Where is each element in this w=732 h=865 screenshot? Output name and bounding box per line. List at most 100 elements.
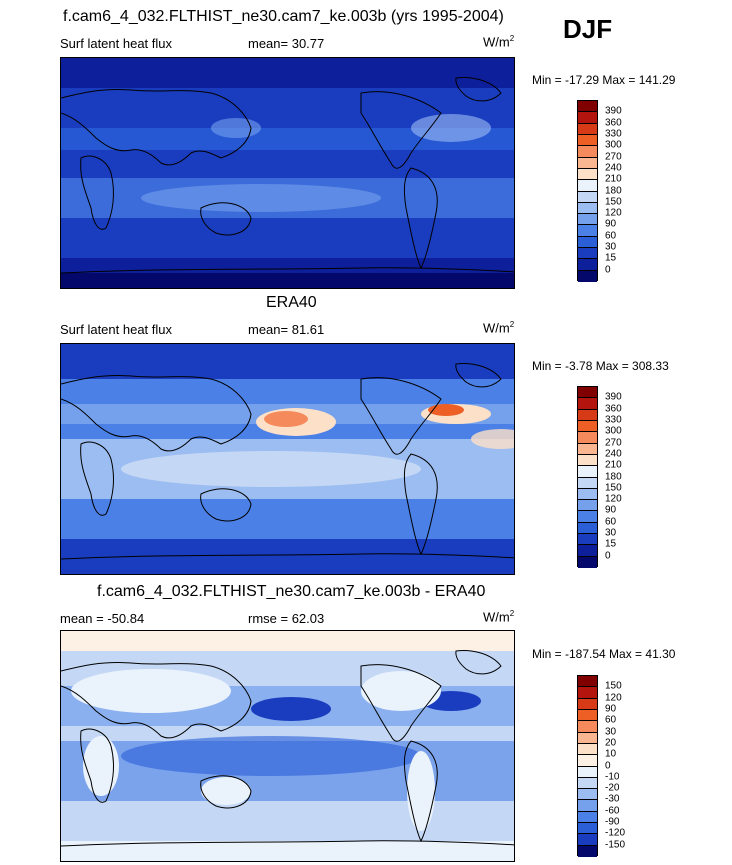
colorbar-tick-label: 270 <box>605 437 622 449</box>
colorbar-swatch <box>578 123 597 135</box>
colorbar-swatch <box>578 811 597 824</box>
colorbar-swatch <box>578 432 597 444</box>
colorbar-swatch <box>578 466 597 478</box>
panel1-minmax: Min = -17.29 Max = 141.29 <box>532 73 676 87</box>
colorbar-tick-label: -60 <box>605 805 620 817</box>
panel1-map <box>60 57 515 289</box>
panel1-variable-label: Surf latent heat flux <box>60 36 173 51</box>
colorbar-tick-label: -10 <box>605 771 620 783</box>
colorbar-tick-label: -150 <box>605 839 626 851</box>
colorbar-swatch <box>578 709 597 722</box>
colorbar-tick-label: 30 <box>605 726 617 738</box>
colorbar-tick-label: 15 <box>605 252 617 264</box>
colorbar-tick-label: 240 <box>605 162 622 174</box>
colorbar-tick-label: 15 <box>605 538 617 550</box>
panel1-units: W/m2 <box>483 34 515 50</box>
colorbar-swatch <box>578 454 597 467</box>
colorbar-tick-label: 390 <box>605 391 622 403</box>
colorbar-tick-label: 60 <box>605 714 617 726</box>
colorbar-swatch <box>578 545 597 557</box>
panel1-colorbar <box>577 100 598 282</box>
colorbar-tick-label: 120 <box>605 207 622 219</box>
colorbar-swatch <box>578 180 597 192</box>
colorbar-tick-label: 360 <box>605 403 622 415</box>
colorbar-swatch <box>578 214 597 226</box>
colorbar-tick-label: 120 <box>605 692 622 704</box>
colorbar-tick-label: 20 <box>605 737 617 749</box>
colorbar-tick-label: 180 <box>605 185 622 196</box>
colorbar-tick-label: 210 <box>605 459 622 471</box>
colorbar-tick-label: 0 <box>605 550 611 562</box>
colorbar-swatch <box>578 146 597 158</box>
colorbar-swatch <box>578 522 597 535</box>
colorbar-swatch <box>578 845 597 857</box>
colorbar-swatch <box>578 387 597 399</box>
colorbar-swatch <box>578 511 597 523</box>
colorbar-tick-label: 360 <box>605 117 622 129</box>
colorbar-swatch <box>578 732 597 744</box>
colorbar-tick-label: 270 <box>605 151 622 163</box>
colorbar-swatch <box>578 800 597 812</box>
colorbar-swatch <box>578 236 597 249</box>
panel2-minmax: Min = -3.78 Max = 308.33 <box>532 359 669 373</box>
colorbar-swatch <box>578 500 597 512</box>
colorbar-tick-label: 90 <box>605 504 617 516</box>
colorbar-swatch <box>578 398 597 410</box>
season-label: DJF <box>563 14 613 44</box>
colorbar-swatch <box>578 823 597 835</box>
colorbar-swatch <box>578 721 597 733</box>
colorbar-tick-label: 150 <box>605 482 622 494</box>
panel2-map <box>60 343 515 575</box>
panel3-colorbar <box>577 675 598 857</box>
colorbar-tick-label: -30 <box>605 793 620 805</box>
colorbar-swatch <box>578 534 597 546</box>
panel1-map-field <box>61 58 514 288</box>
colorbar-swatch <box>578 834 597 846</box>
colorbar-tick-label: 240 <box>605 448 622 460</box>
colorbar-swatch <box>578 443 597 455</box>
colorbar-swatch <box>578 698 597 710</box>
colorbar-tick-label: -120 <box>605 827 626 839</box>
panel2-colorbar <box>577 386 598 568</box>
colorbar-tick-label: 150 <box>605 196 622 208</box>
colorbar-swatch <box>578 134 597 147</box>
colorbar-swatch <box>578 766 597 778</box>
colorbar-tick-label: 10 <box>605 748 617 760</box>
panel3-minmax: Min = -187.54 Max = 41.30 <box>532 647 676 661</box>
colorbar-swatch <box>578 789 597 801</box>
panel2-mean: mean= 81.61 <box>248 322 325 337</box>
panel2-variable-label: Surf latent heat flux <box>60 322 173 337</box>
panel2-title: ERA40 <box>266 294 317 311</box>
colorbar-swatch <box>578 259 597 271</box>
colorbar-tick-label: 0 <box>605 760 611 771</box>
colorbar-swatch <box>578 409 597 421</box>
colorbar-tick-label: 90 <box>605 703 617 715</box>
colorbar-tick-label: 30 <box>605 241 617 253</box>
colorbar-tick-label: 300 <box>605 425 622 437</box>
colorbar-swatch <box>578 477 597 489</box>
colorbar-swatch <box>578 420 597 433</box>
colorbar-swatch <box>578 687 597 699</box>
panel1-title: f.cam6_4_032.FLTHIST_ne30.cam7_ke.003b (… <box>63 8 504 25</box>
colorbar-tick-label: 0 <box>605 264 611 276</box>
colorbar-swatch <box>578 101 597 113</box>
colorbar-swatch <box>578 157 597 169</box>
colorbar-swatch <box>578 202 597 215</box>
panel3-map-field <box>61 631 514 861</box>
colorbar-swatch <box>578 168 597 181</box>
colorbar-tick-label: 120 <box>605 493 622 505</box>
colorbar-tick-label: 180 <box>605 471 622 482</box>
panel1-mean: mean= 30.77 <box>248 36 325 51</box>
colorbar-swatch <box>578 225 597 237</box>
colorbar-tick-label: -90 <box>605 816 620 828</box>
colorbar-tick-label: -20 <box>605 782 620 794</box>
colorbar-tick-label: 60 <box>605 516 617 528</box>
colorbar-tick-label: 210 <box>605 173 622 185</box>
colorbar-tick-label: 150 <box>605 680 622 692</box>
panel3-map <box>60 630 515 862</box>
panel2-units: W/m2 <box>483 320 515 336</box>
panel3-mean: mean = -50.84 <box>60 611 145 626</box>
colorbar-tick-label: 330 <box>605 128 622 140</box>
panel2-map-field <box>61 344 514 574</box>
colorbar-tick-label: 30 <box>605 527 617 539</box>
